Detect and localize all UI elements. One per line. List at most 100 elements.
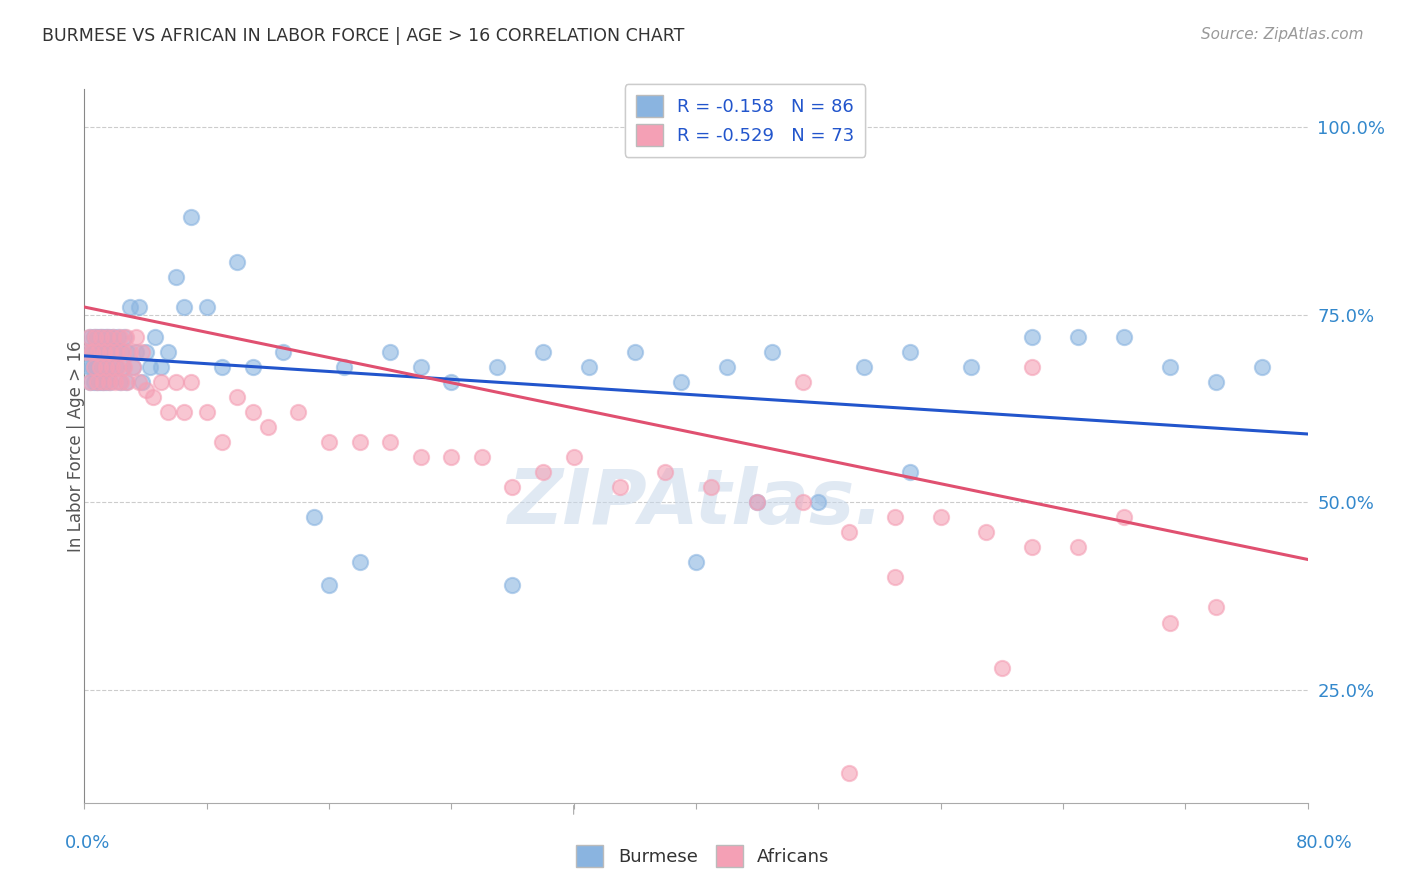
Point (271, 345, 294, 359)
Point (80, 345, 103, 359)
Point (143, 330, 166, 344)
Point (242, 405, 264, 419)
Point (87, 360, 110, 375)
Point (76, 345, 98, 359)
Point (1250, 360, 1272, 375)
Point (502, 480, 524, 494)
Text: 80.0%: 80.0% (1296, 834, 1353, 852)
Point (195, 405, 218, 419)
Point (107, 330, 129, 344)
Text: Source: ZipAtlas.com: Source: ZipAtlas.com (1201, 27, 1364, 42)
Point (77, 330, 100, 344)
Point (502, 578, 524, 592)
Point (101, 360, 124, 375)
Point (409, 360, 432, 375)
Point (976, 525, 998, 540)
Point (89, 375, 111, 389)
Point (883, 510, 905, 524)
Point (86, 375, 108, 389)
Point (1159, 615, 1181, 630)
Point (115, 375, 138, 389)
Point (111, 360, 134, 375)
Point (108, 330, 131, 344)
Point (1021, 360, 1043, 375)
Point (1067, 330, 1090, 344)
Point (122, 360, 145, 375)
Point (125, 330, 148, 344)
Point (157, 345, 180, 359)
Point (105, 360, 128, 375)
Point (1021, 541, 1043, 555)
Point (883, 570, 905, 584)
Point (131, 375, 153, 389)
Point (380, 435, 402, 450)
Point (531, 345, 554, 359)
Point (349, 435, 371, 450)
Point (1114, 510, 1136, 524)
Point (135, 345, 157, 359)
Point (761, 345, 783, 359)
Point (122, 360, 145, 375)
Point (440, 375, 463, 389)
Point (110, 345, 132, 359)
Point (131, 345, 153, 359)
Point (838, 765, 860, 780)
Point (149, 360, 172, 375)
Point (195, 300, 218, 314)
Point (624, 345, 647, 359)
Point (1114, 330, 1136, 344)
Point (792, 375, 814, 389)
Point (93, 345, 115, 359)
Point (94, 360, 117, 375)
Point (107, 360, 129, 375)
Point (83, 330, 105, 344)
Point (84, 345, 107, 359)
Point (1067, 541, 1090, 555)
Point (86, 375, 108, 389)
Point (135, 383, 157, 397)
Point (716, 360, 738, 375)
Point (91, 375, 114, 389)
Point (93, 360, 115, 375)
Point (89, 330, 111, 344)
Point (333, 360, 356, 375)
Point (211, 360, 233, 375)
Point (101, 360, 124, 375)
Point (112, 330, 135, 344)
Point (440, 450, 463, 465)
Point (898, 345, 921, 359)
Point (79, 375, 101, 389)
Point (76, 345, 98, 359)
Point (486, 360, 509, 375)
Point (1021, 330, 1043, 344)
Point (142, 390, 165, 404)
Point (409, 450, 432, 465)
Point (685, 556, 707, 570)
Point (120, 300, 142, 314)
Point (84, 360, 107, 375)
Point (1159, 360, 1181, 375)
Point (94, 375, 117, 389)
Point (87, 345, 110, 359)
Point (471, 450, 494, 465)
Point (103, 330, 125, 344)
Point (98, 375, 121, 389)
Point (108, 375, 131, 389)
Point (93, 345, 115, 359)
Point (84, 330, 107, 344)
Point (90, 345, 112, 359)
Point (139, 360, 162, 375)
Point (80, 360, 103, 375)
Point (111, 345, 134, 359)
Point (87, 345, 110, 359)
Point (96, 330, 118, 344)
Point (578, 360, 600, 375)
Point (853, 360, 876, 375)
Point (1205, 600, 1227, 615)
Text: ZIPAtlas.: ZIPAtlas. (508, 467, 884, 540)
Point (96, 360, 118, 375)
Point (838, 525, 860, 540)
Legend: R = -0.158   N = 86, R = -0.529   N = 73: R = -0.158 N = 86, R = -0.529 N = 73 (624, 84, 865, 157)
Point (242, 360, 264, 375)
Point (79, 375, 101, 389)
